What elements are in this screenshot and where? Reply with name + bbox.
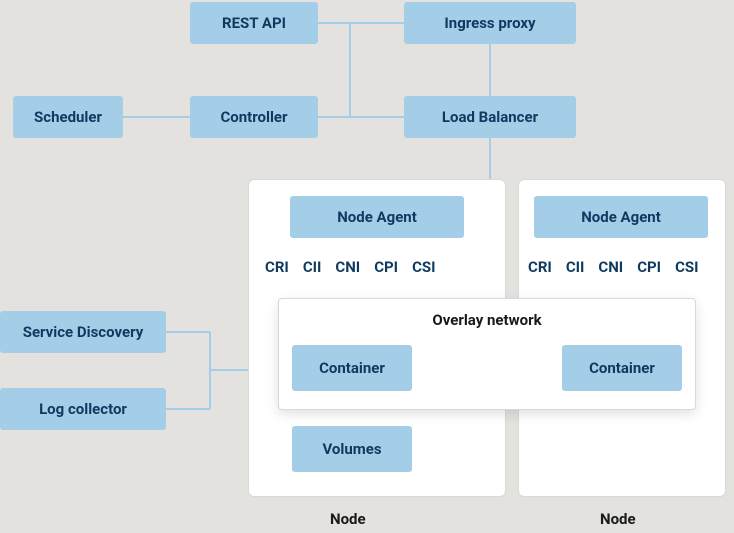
node-agent-1-box: Node Agent <box>290 196 464 238</box>
service-discovery-box: Service Discovery <box>0 311 166 353</box>
volumes-box: Volumes <box>292 426 412 472</box>
interface-label: CNI <box>598 258 623 276</box>
interface-label: CII <box>303 258 322 276</box>
ingress-proxy-box: Ingress proxy <box>404 2 576 44</box>
interface-labels-2: CRI CII CNI CPI CSI <box>528 258 699 276</box>
interface-labels-1: CRI CII CNI CPI CSI <box>265 258 436 276</box>
interface-label: CRI <box>265 258 289 276</box>
load-balancer-box: Load Balancer <box>404 96 576 138</box>
controller-box: Controller <box>190 96 318 138</box>
node-agent-2-box: Node Agent <box>534 196 708 238</box>
overlay-title: Overlay network <box>432 311 541 329</box>
interface-label: CPI <box>374 258 398 276</box>
interface-label: CRI <box>528 258 552 276</box>
interface-label: CSI <box>675 258 698 276</box>
interface-label: CPI <box>637 258 661 276</box>
container-2-box: Container <box>562 345 682 391</box>
node-label-2: Node <box>600 510 636 528</box>
interface-label: CSI <box>412 258 435 276</box>
node-label-1: Node <box>330 510 366 528</box>
rest-api-box: REST API <box>190 2 318 44</box>
container-1-box: Container <box>292 345 412 391</box>
interface-label: CII <box>566 258 585 276</box>
interface-label: CNI <box>335 258 360 276</box>
scheduler-box: Scheduler <box>13 96 123 138</box>
log-collector-box: Log collector <box>0 388 166 430</box>
